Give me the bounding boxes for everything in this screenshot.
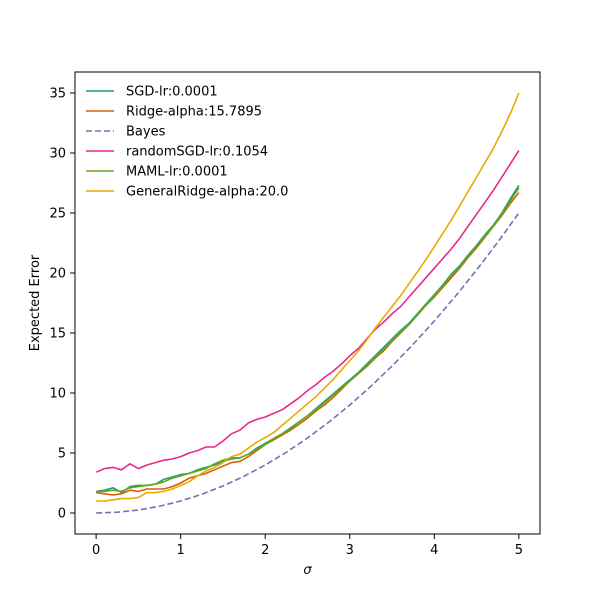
series-line-4 [96,187,520,493]
legend-label: MAML-lr:0.0001 [126,165,228,180]
y-axis-ticks: 0 5 10 15 20 25 30 35 [49,87,75,522]
y-tick-label: 10 [49,387,66,402]
x-tick-label: 3 [346,543,354,558]
series-line-1 [96,192,520,496]
series-line-3 [95,150,520,473]
x-tick-label: 2 [261,543,269,558]
y-tick-label: 5 [58,447,66,462]
series-line-2 [96,212,520,514]
plot-frame [74,71,541,535]
y-tick-label: 30 [49,147,66,162]
legend-label: GeneralRidge-alpha:20.0 [126,185,288,200]
x-tick-label: 4 [430,543,438,558]
y-tick-label: 0 [58,507,66,522]
x-tick-label: 0 [92,543,100,558]
legend: SGD-lr:0.0001 Ridge-alpha:15.7895 Bayes ran… [86,85,288,200]
x-axis-label: σ [303,563,312,578]
y-axis-label: Expected Error [28,254,43,351]
legend-label: Ridge-alpha:15.7895 [126,105,262,120]
series-line-5 [96,92,520,502]
x-axis-ticks: 0 1 2 3 4 5 [92,534,523,558]
y-tick-label: 35 [49,87,66,102]
x-tick-label: 5 [515,543,523,558]
series-layer [95,92,520,514]
y-tick-label: 20 [49,267,66,282]
legend-label: SGD-lr:0.0001 [126,85,218,100]
y-tick-label: 25 [49,207,66,222]
legend-label: randomSGD-lr:0.1054 [126,145,268,160]
x-tick-label: 1 [177,543,185,558]
legend-label: Bayes [126,125,166,140]
y-tick-label: 15 [49,327,66,342]
